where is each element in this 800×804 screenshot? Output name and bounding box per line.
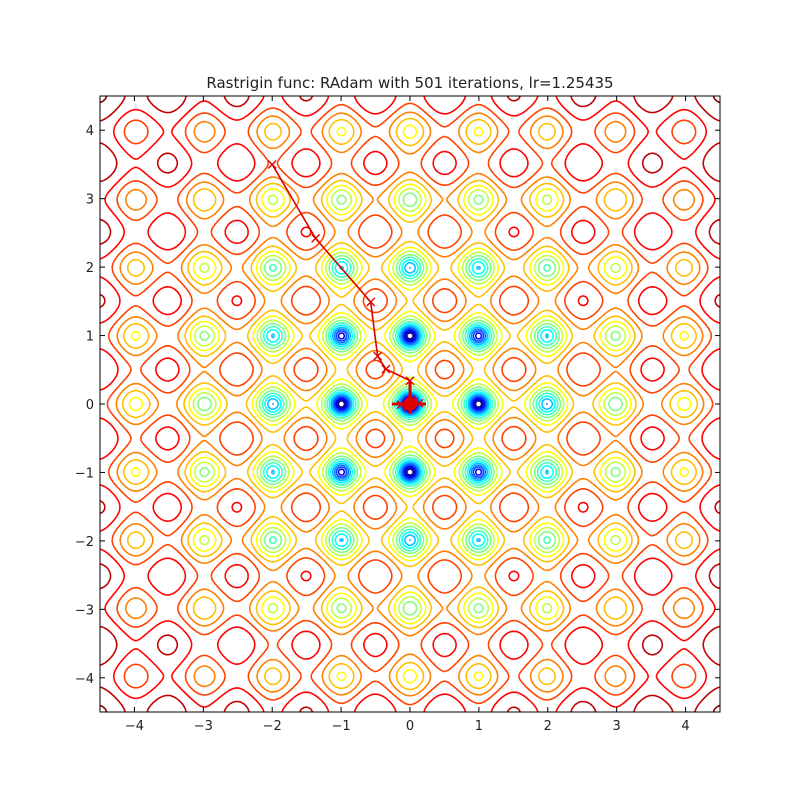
x-tick-label: 4: [681, 719, 689, 734]
contour-level-4: [272, 267, 548, 541]
y-tick-label: 2: [86, 261, 94, 276]
contour-level-11: [121, 117, 699, 691]
x-tick-label: −4: [125, 719, 144, 734]
x-tick-label: 3: [613, 719, 621, 734]
contour-level-2: [334, 329, 486, 479]
y-tick-label: −2: [75, 535, 94, 550]
path-point: [381, 364, 391, 374]
path-point: [366, 297, 376, 307]
y-tick-label: 4: [86, 124, 94, 139]
x-tick-label: −2: [263, 719, 282, 734]
x-tick-label: 0: [406, 719, 414, 734]
contour-level-6: [264, 259, 556, 549]
y-tick-label: −1: [75, 466, 94, 481]
y-axis: −4 −3 −2 −1 0 1 2 3 4: [75, 124, 720, 687]
path-point: [311, 233, 321, 243]
x-tick-label: 1: [475, 719, 483, 734]
chart-title: Rastrigin func: RAdam with 501 iteration…: [206, 74, 613, 92]
x-tick-label: −1: [332, 719, 351, 734]
optimizer-path: [267, 159, 426, 414]
y-tick-label: 0: [86, 398, 94, 413]
y-tick-label: 1: [86, 330, 94, 345]
contour-level-13: [106, 102, 714, 706]
contour-level-9: [192, 187, 628, 621]
y-tick-label: −3: [75, 603, 94, 618]
x-tick-label: 2: [544, 719, 552, 734]
contour-level-16: [100, 96, 720, 712]
y-tick-label: −4: [75, 672, 94, 687]
path-point: [267, 159, 277, 169]
contour-level-3: [333, 327, 487, 481]
contour-level-5: [266, 261, 554, 547]
contour-lines: [100, 96, 720, 712]
contour-level-10: [128, 124, 692, 684]
contour-level-7: [261, 256, 559, 552]
contour-level-8: [196, 192, 624, 616]
x-axis: −4 −3 −2 −1 0 1 2 3 4: [125, 96, 690, 734]
path-point: [405, 376, 415, 386]
x-tick-label: −3: [194, 719, 213, 734]
contour-level-15: [100, 96, 720, 712]
contour-level-14: [100, 96, 720, 712]
path-point: [373, 351, 383, 361]
contour-level-12: [115, 111, 705, 697]
minimum-cluster-arms: [392, 382, 426, 414]
y-tick-label: 3: [86, 193, 94, 208]
